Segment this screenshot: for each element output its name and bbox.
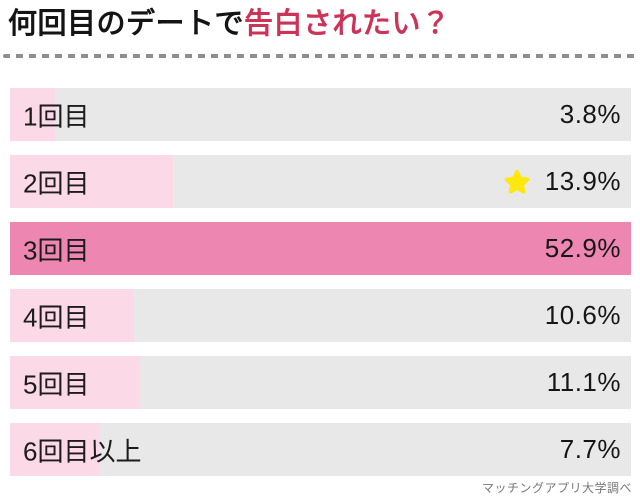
bar-category-label: 6回目以上: [23, 436, 142, 466]
bar-value-label: 11.1%: [546, 367, 621, 397]
bar-fill: [10, 423, 101, 476]
title-accent-text: 告白されたい？: [244, 8, 451, 40]
bar-category-label: 5回目: [23, 369, 90, 399]
star-icon: [504, 169, 530, 194]
bar-value-group: 10.6%: [545, 289, 621, 342]
bar-category-label: 3回目: [23, 235, 90, 265]
bar-category-label: 4回目: [23, 302, 90, 332]
bar-value-group: 52.9%: [545, 222, 621, 275]
bar-fill: [10, 222, 631, 275]
bar-fill: [10, 289, 135, 342]
bar-value-group: 13.9%: [503, 155, 621, 208]
bar-fill: [10, 88, 55, 141]
bar-row: 2回目 13.9%: [10, 155, 631, 208]
bar-chart: 1回目 3.8% 2回目 13.9% 3回目 52.9% 4回目 10.6% 5回目 11.1% 6…: [0, 88, 640, 476]
bar-value-label: 7.7%: [559, 434, 621, 464]
bar-value-label: 52.9%: [544, 233, 621, 263]
bar-value-group: 3.8%: [560, 88, 621, 141]
dashed-divider: [3, 54, 637, 58]
bar-row: 4回目 10.6%: [10, 289, 631, 342]
title-plain-text: 何回目のデートで: [8, 8, 245, 40]
bar-value-group: 11.1%: [547, 356, 621, 409]
bar-row: 3回目 52.9%: [10, 222, 631, 275]
source-credit: マッチングアプリ大学調べ: [481, 481, 632, 495]
bar-row: 6回目以上 7.7%: [10, 423, 631, 476]
bar-value-label: 3.8%: [559, 99, 621, 129]
bar-row: 1回目 3.8%: [10, 88, 631, 141]
bar-value-label: 13.9%: [544, 166, 621, 196]
bar-value-group: 7.7%: [560, 423, 621, 476]
bar-fill: [10, 356, 141, 409]
bar-value-label: 10.6%: [544, 300, 621, 330]
bar-category-label: 1回目: [23, 101, 90, 131]
page-title: 何回目のデートで告白されたい？: [0, 0, 640, 41]
bar-row: 5回目 11.1%: [10, 356, 631, 409]
bar-category-label: 2回目: [23, 168, 90, 198]
bar-fill: [10, 155, 174, 208]
